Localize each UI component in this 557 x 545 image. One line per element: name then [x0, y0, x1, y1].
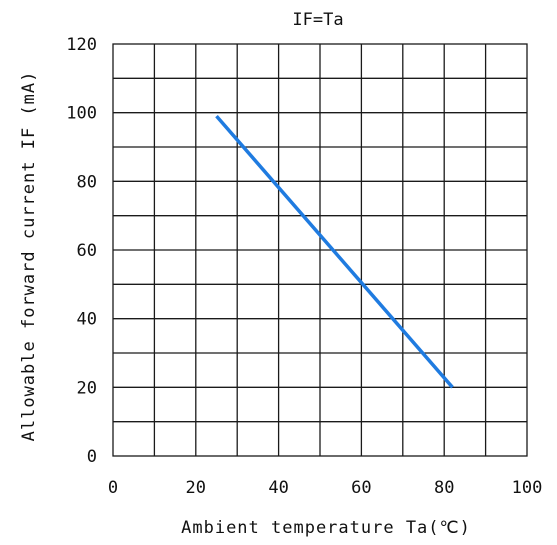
y-tick-label: 80	[77, 172, 97, 192]
x-axis-label: Ambient temperature Ta(℃)	[181, 518, 471, 538]
x-tick-label: 80	[434, 478, 454, 498]
y-tick-label: 0	[87, 447, 97, 467]
chart-series	[215, 114, 454, 389]
chart-title: IF=Ta	[292, 10, 343, 30]
y-tick-label: 40	[77, 310, 97, 330]
y-tick-label: 20	[77, 378, 97, 398]
y-axis-ticks: 0 20 40 60 80 100 120	[66, 35, 97, 467]
x-tick-label: 40	[268, 478, 288, 498]
y-tick-label: 100	[66, 104, 97, 124]
x-axis-ticks: 0 20 40 60 80 100	[108, 478, 542, 498]
x-tick-label: 60	[351, 478, 371, 498]
y-tick-label: 60	[77, 241, 97, 261]
y-axis-label: Allowable forward current IF (mA)	[19, 71, 39, 442]
series-line	[215, 114, 454, 389]
x-tick-label: 20	[186, 478, 206, 498]
y-tick-label: 120	[66, 35, 97, 55]
x-tick-label: 100	[512, 478, 543, 498]
x-tick-label: 0	[108, 478, 118, 498]
chart-grid	[112, 43, 528, 457]
